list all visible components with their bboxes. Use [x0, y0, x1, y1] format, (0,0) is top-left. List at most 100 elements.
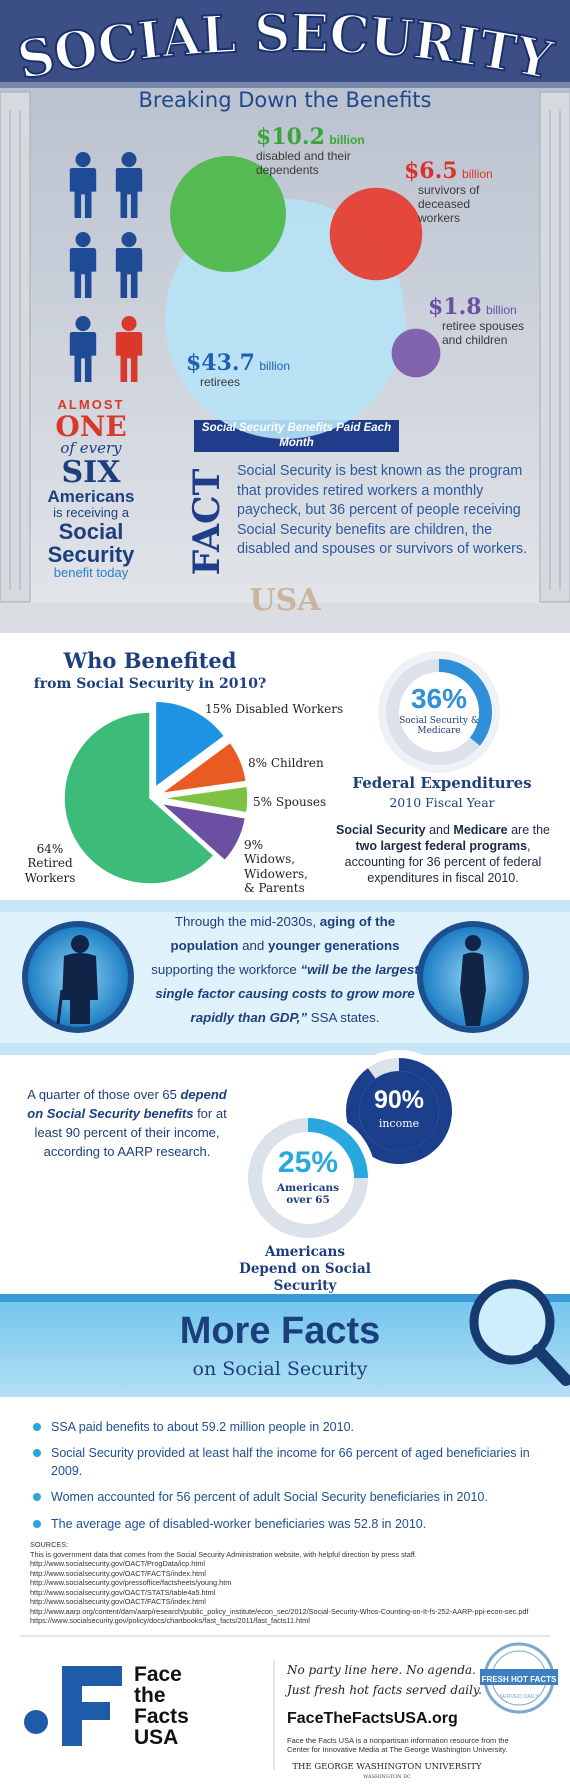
bullet-list: SSA paid benefits to about 59.2 million … — [30, 1418, 550, 1541]
text-bold: Medicare — [453, 823, 508, 837]
fact-label: FACT — [186, 468, 228, 575]
donut-category: income — [378, 1117, 420, 1130]
header-band — [0, 0, 570, 88]
bubble-category: retiree spouses and children — [442, 319, 525, 347]
donut-arc — [439, 659, 492, 746]
donut-arc — [308, 1118, 368, 1178]
side-benefit: benefit today — [53, 564, 129, 580]
side-social: Social — [58, 518, 124, 544]
pie-category: Spouses — [275, 795, 327, 809]
usa-stamp: USA — [249, 583, 321, 618]
bubble-category: disabled and their dependents — [256, 149, 351, 177]
text-bold: depend on Social Security benefits — [27, 1087, 227, 1121]
donut-center — [262, 1132, 354, 1224]
bubble-value: $10.2 — [256, 124, 325, 150]
pie-label: 64% Retired Workers — [22, 842, 78, 885]
donut-title: Federal Expenditures — [352, 774, 532, 792]
more-facts-title: More Facts — [179, 1310, 381, 1352]
side-americans: Americans — [47, 487, 135, 507]
pie-label: 15% Disabled Workers — [205, 702, 343, 716]
pie-value: 8% — [248, 756, 268, 770]
bullet: Social Security provided at least half t… — [30, 1444, 550, 1480]
text: are the — [507, 823, 551, 837]
badge-small: SERVED DAILY — [499, 1694, 539, 1700]
tagline-line: Just fresh hot facts served daily. — [287, 1683, 482, 1697]
tagline-line: No party line here. No agenda. — [287, 1663, 476, 1677]
donut-category: Americans over 65 — [276, 1182, 340, 1206]
fact-text: Social Security is best known as the pro… — [237, 463, 528, 557]
side-security: Security — [47, 541, 135, 567]
bubble-label: $1.8 billion retiree spouses and children — [428, 294, 532, 348]
donut-value: 25% — [277, 1146, 339, 1179]
logo-word: the — [134, 1684, 166, 1707]
bubble-value: $6.5 — [404, 158, 458, 184]
pie-value: 15% — [205, 702, 232, 716]
footer-university: THE GEORGE WASHINGTON UNIVERSITY — [292, 1762, 482, 1772]
text-bold: younger generations — [268, 938, 400, 953]
text: and — [425, 823, 454, 837]
donut-value: 90% — [373, 1086, 425, 1114]
pie-value: 64% — [36, 842, 64, 856]
side-six: SIX — [61, 454, 121, 490]
pie-label: 5% Spouses — [253, 795, 326, 809]
text-quote: “will be the largest single factor causi… — [155, 962, 419, 1025]
pie-subtitle: from Social Security in 2010? — [33, 676, 267, 692]
source-url: http://www.socialsecurity.gov/OACT/FACTS… — [30, 1597, 206, 1606]
aarp-text: A quarter of those over 65 depend on Soc… — [22, 1085, 232, 1161]
bubble-category: survivors of deceased workers — [418, 183, 480, 225]
footer-city: WASHINGTON DC — [363, 1774, 411, 1780]
side-almost: ALMOST — [57, 397, 125, 412]
pie-title: Who Benefited — [63, 648, 237, 673]
bullet: SSA paid benefits to about 59.2 million … — [30, 1418, 550, 1436]
pie-category: Retired Workers — [24, 856, 76, 885]
silhouette-left — [22, 921, 134, 1033]
bubble-title: Social Security Benefits Paid Each Month — [201, 422, 392, 449]
text: A quarter of those over 65 — [27, 1087, 181, 1102]
donut-category: Social Security & Medicare — [399, 716, 479, 736]
logo-word: Facts — [134, 1705, 189, 1728]
footer-url[interactable]: FaceTheFactsUSA.org — [287, 1710, 458, 1727]
sources: SOURCES: This is government data that co… — [30, 1540, 540, 1626]
pie-slice — [63, 711, 216, 885]
header-band-edge — [0, 82, 570, 88]
bullet: Women accounted for 56 percent of adult … — [30, 1488, 550, 1506]
bubble-unit: billion — [259, 359, 291, 373]
bullet: The average age of disabled-worker benef… — [30, 1515, 550, 1533]
text: , accounting for 36 percent of federal e… — [344, 839, 542, 885]
pie-category: Disabled Workers — [235, 702, 344, 716]
sources-note: This is government data that comes from … — [30, 1549, 417, 1559]
logo-word: Face — [134, 1663, 182, 1686]
donut-subtitle: 2010 Fiscal Year — [389, 795, 495, 810]
pie-category: Widows, Widowers, & Parents — [244, 852, 308, 896]
text-bold: two largest federal programs — [355, 839, 528, 853]
sources-label: SOURCES: — [30, 1540, 69, 1549]
silhouette-right — [417, 921, 529, 1033]
donut-center — [359, 1071, 439, 1151]
donut-title: Americans Depend on Social Security — [239, 1244, 371, 1294]
donut-center — [399, 672, 479, 752]
pie-slice — [158, 802, 247, 862]
quote: Through the mid-2030s, aging of the popu… — [150, 910, 420, 1030]
text: supporting the workforce — [151, 962, 301, 977]
source-url: http://www.aarp.org/content/dam/aarp/res… — [30, 1606, 529, 1616]
chart-marks — [63, 156, 500, 1246]
pie-value: 5% — [253, 795, 273, 809]
bubble-label: $43.7 billion retirees — [186, 350, 290, 390]
pie-slice — [161, 785, 249, 814]
logo-word: USA — [134, 1726, 179, 1749]
bubble-label: $6.5 billion survivors of deceased worker… — [404, 158, 513, 225]
text: for at least 90 percent of their income,… — [34, 1106, 227, 1159]
pillars — [0, 91, 570, 603]
badge — [480, 1642, 558, 1714]
logo-mark — [24, 1666, 122, 1746]
text: Through the mid-2030s, — [174, 914, 320, 929]
text-bold: aging of the population — [170, 914, 396, 953]
side-one: ONE — [55, 409, 127, 443]
pie-label: 9% Widows, Widowers, & Parents — [244, 838, 314, 896]
badge-text: FRESH HOT FACTS — [482, 1675, 557, 1684]
bubble — [391, 328, 441, 378]
side-stat: ALMOST ONE of every SIX Americans is rec… — [28, 398, 154, 580]
